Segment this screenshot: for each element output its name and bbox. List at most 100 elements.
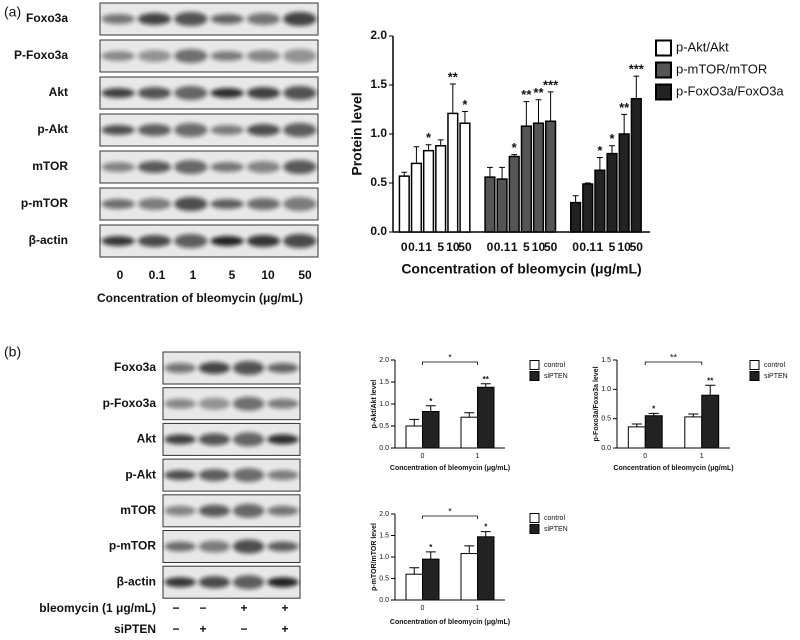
- y-tick-label: 1.0: [601, 386, 611, 393]
- x-tick-label: 10: [617, 240, 631, 254]
- error-bar: [705, 384, 716, 396]
- y-tick-label: 1.0: [370, 126, 387, 140]
- error-bar: [480, 531, 491, 537]
- x-tick-label: 50: [630, 240, 644, 254]
- bar: [606, 152, 618, 233]
- blot-band: [101, 236, 135, 246]
- x-tick-label: 1: [597, 240, 604, 254]
- legend-label: control: [764, 362, 785, 369]
- blot-label: p-Akt: [37, 122, 68, 136]
- blot-label: β-actin: [29, 233, 68, 247]
- bar: [701, 394, 720, 449]
- bar: [447, 112, 459, 233]
- blot-frame: [99, 76, 319, 110]
- bar: [435, 145, 447, 233]
- blot-band: [232, 575, 265, 590]
- legend-swatch: [655, 39, 672, 57]
- y-axis-label: Protein level: [349, 92, 365, 175]
- blot-band: [210, 51, 244, 61]
- x-tick-label: 1: [511, 240, 518, 254]
- blot-band: [246, 161, 281, 173]
- lane-label: 5: [229, 268, 236, 282]
- bar: [630, 97, 642, 233]
- blot-band: [267, 434, 299, 445]
- bar: [582, 183, 594, 233]
- x-tick-label: 0.1: [494, 240, 511, 254]
- comparison-bracket: [644, 361, 703, 365]
- error-bar: [425, 405, 436, 412]
- blot-band: [174, 12, 208, 26]
- blot-label: P-Foxo3a: [14, 48, 68, 62]
- legend-label: control: [544, 362, 565, 369]
- condition-label: siPTEN: [114, 622, 156, 636]
- blot-band: [283, 86, 317, 100]
- y-tick-label: 1.5: [601, 357, 611, 364]
- bar: [508, 155, 520, 233]
- blot-band: [101, 162, 135, 172]
- blot-band: [101, 199, 135, 209]
- bar: [618, 133, 630, 233]
- blot-band: [283, 12, 317, 26]
- blot-band: [137, 235, 172, 247]
- condition-label: bleomycin (1 μg/mL): [39, 601, 156, 615]
- blot-band: [101, 14, 135, 24]
- blot-band: [246, 50, 281, 62]
- y-tick-label: 1.0: [379, 401, 389, 408]
- bar: [460, 416, 478, 449]
- blot-band: [137, 13, 172, 25]
- error-bar: [464, 412, 475, 418]
- x-tick-label: 5: [437, 240, 444, 254]
- y-tick-label: 0.0: [370, 224, 387, 238]
- bar: [477, 386, 495, 449]
- error-bar: [547, 91, 554, 122]
- significance: *: [426, 130, 432, 145]
- y-tick-label: 1.5: [379, 379, 389, 386]
- error-bar: [409, 567, 420, 575]
- error-bar: [487, 166, 493, 178]
- blot-band: [101, 88, 135, 98]
- legend-swatch: [529, 360, 540, 370]
- blot-band: [137, 124, 172, 136]
- blot-label: p-Foxo3a: [103, 396, 157, 410]
- bar: [422, 149, 435, 233]
- blot-band: [232, 396, 265, 411]
- x-tick-label: 0: [421, 605, 425, 612]
- blot-band: [283, 49, 317, 63]
- legend-label: p-Akt/Akt: [676, 39, 729, 54]
- comparison-label: *: [448, 506, 452, 516]
- error-bar: [596, 157, 603, 171]
- x-tick-label: 5: [523, 240, 530, 254]
- blot-band: [232, 361, 265, 375]
- significance: **: [707, 376, 714, 385]
- panel-label: (a): [4, 4, 21, 20]
- bar: [422, 558, 440, 601]
- x-tick-label: 50: [544, 240, 558, 254]
- significance: *: [462, 97, 468, 112]
- bar: [459, 122, 471, 233]
- error-bar: [413, 146, 420, 164]
- error-bar: [462, 110, 468, 124]
- y-tick-label: 0.5: [379, 575, 389, 582]
- significance: *: [652, 404, 656, 413]
- blot-band: [246, 87, 281, 99]
- x-tick-label: 50: [458, 240, 472, 254]
- blot-band: [174, 160, 208, 174]
- error-bar: [499, 166, 505, 180]
- bar: [477, 536, 495, 601]
- error-bar: [621, 113, 628, 134]
- x-axis-label: Concentration of bleomycin (μg/mL): [390, 619, 510, 626]
- blot-band: [283, 123, 317, 137]
- blot-band: [164, 541, 196, 552]
- blot-band: [246, 198, 281, 210]
- blot-label: p-mTOR: [21, 196, 68, 210]
- blot-band: [210, 88, 244, 98]
- blot-band: [137, 161, 172, 173]
- blot-label: mTOR: [32, 159, 68, 173]
- significance: *: [609, 131, 615, 146]
- x-tick-label: 0.1: [408, 240, 425, 254]
- blot-band: [267, 505, 299, 516]
- significance: **: [521, 87, 532, 102]
- blot-band: [198, 433, 231, 446]
